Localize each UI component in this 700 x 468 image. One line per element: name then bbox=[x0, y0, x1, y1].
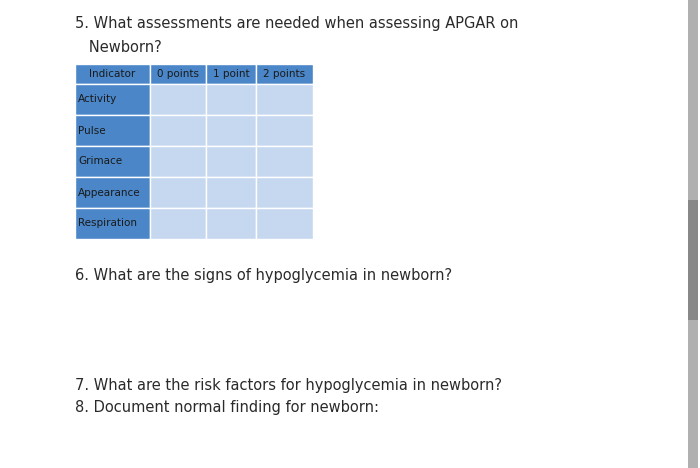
Bar bbox=[150, 208, 206, 239]
Text: Indicator: Indicator bbox=[90, 69, 136, 79]
Bar bbox=[256, 115, 313, 146]
Text: 2 points: 2 points bbox=[263, 69, 306, 79]
Text: Appearance: Appearance bbox=[78, 188, 141, 197]
Bar bbox=[75, 146, 150, 177]
Bar bbox=[206, 115, 256, 146]
Bar bbox=[688, 200, 698, 320]
Text: 6. What are the signs of hypoglycemia in newborn?: 6. What are the signs of hypoglycemia in… bbox=[75, 268, 452, 283]
Bar bbox=[150, 115, 206, 146]
Bar bbox=[75, 64, 150, 84]
Bar bbox=[256, 84, 313, 115]
Bar bbox=[206, 64, 256, 84]
Bar bbox=[256, 64, 313, 84]
Bar bbox=[75, 177, 150, 208]
Text: Grimace: Grimace bbox=[78, 156, 122, 167]
Bar bbox=[256, 177, 313, 208]
Text: 1 point: 1 point bbox=[213, 69, 249, 79]
Bar bbox=[206, 208, 256, 239]
Bar bbox=[256, 208, 313, 239]
Text: 5. What assessments are needed when assessing APGAR on: 5. What assessments are needed when asse… bbox=[75, 16, 519, 31]
Bar bbox=[75, 115, 150, 146]
Bar bbox=[688, 0, 698, 468]
Text: Activity: Activity bbox=[78, 95, 118, 104]
Bar bbox=[206, 146, 256, 177]
Bar bbox=[75, 208, 150, 239]
Text: 7. What are the risk factors for hypoglycemia in newborn?: 7. What are the risk factors for hypogly… bbox=[75, 378, 502, 393]
Text: Pulse: Pulse bbox=[78, 125, 106, 136]
Text: 8. Document normal finding for newborn:: 8. Document normal finding for newborn: bbox=[75, 400, 379, 415]
Bar bbox=[206, 84, 256, 115]
Bar bbox=[206, 177, 256, 208]
Bar bbox=[150, 177, 206, 208]
Bar bbox=[256, 146, 313, 177]
Text: 0 points: 0 points bbox=[157, 69, 199, 79]
Bar bbox=[75, 84, 150, 115]
Bar bbox=[150, 84, 206, 115]
Bar bbox=[150, 146, 206, 177]
Bar bbox=[150, 64, 206, 84]
Text: Newborn?: Newborn? bbox=[75, 40, 162, 55]
Text: Respiration: Respiration bbox=[78, 219, 137, 228]
